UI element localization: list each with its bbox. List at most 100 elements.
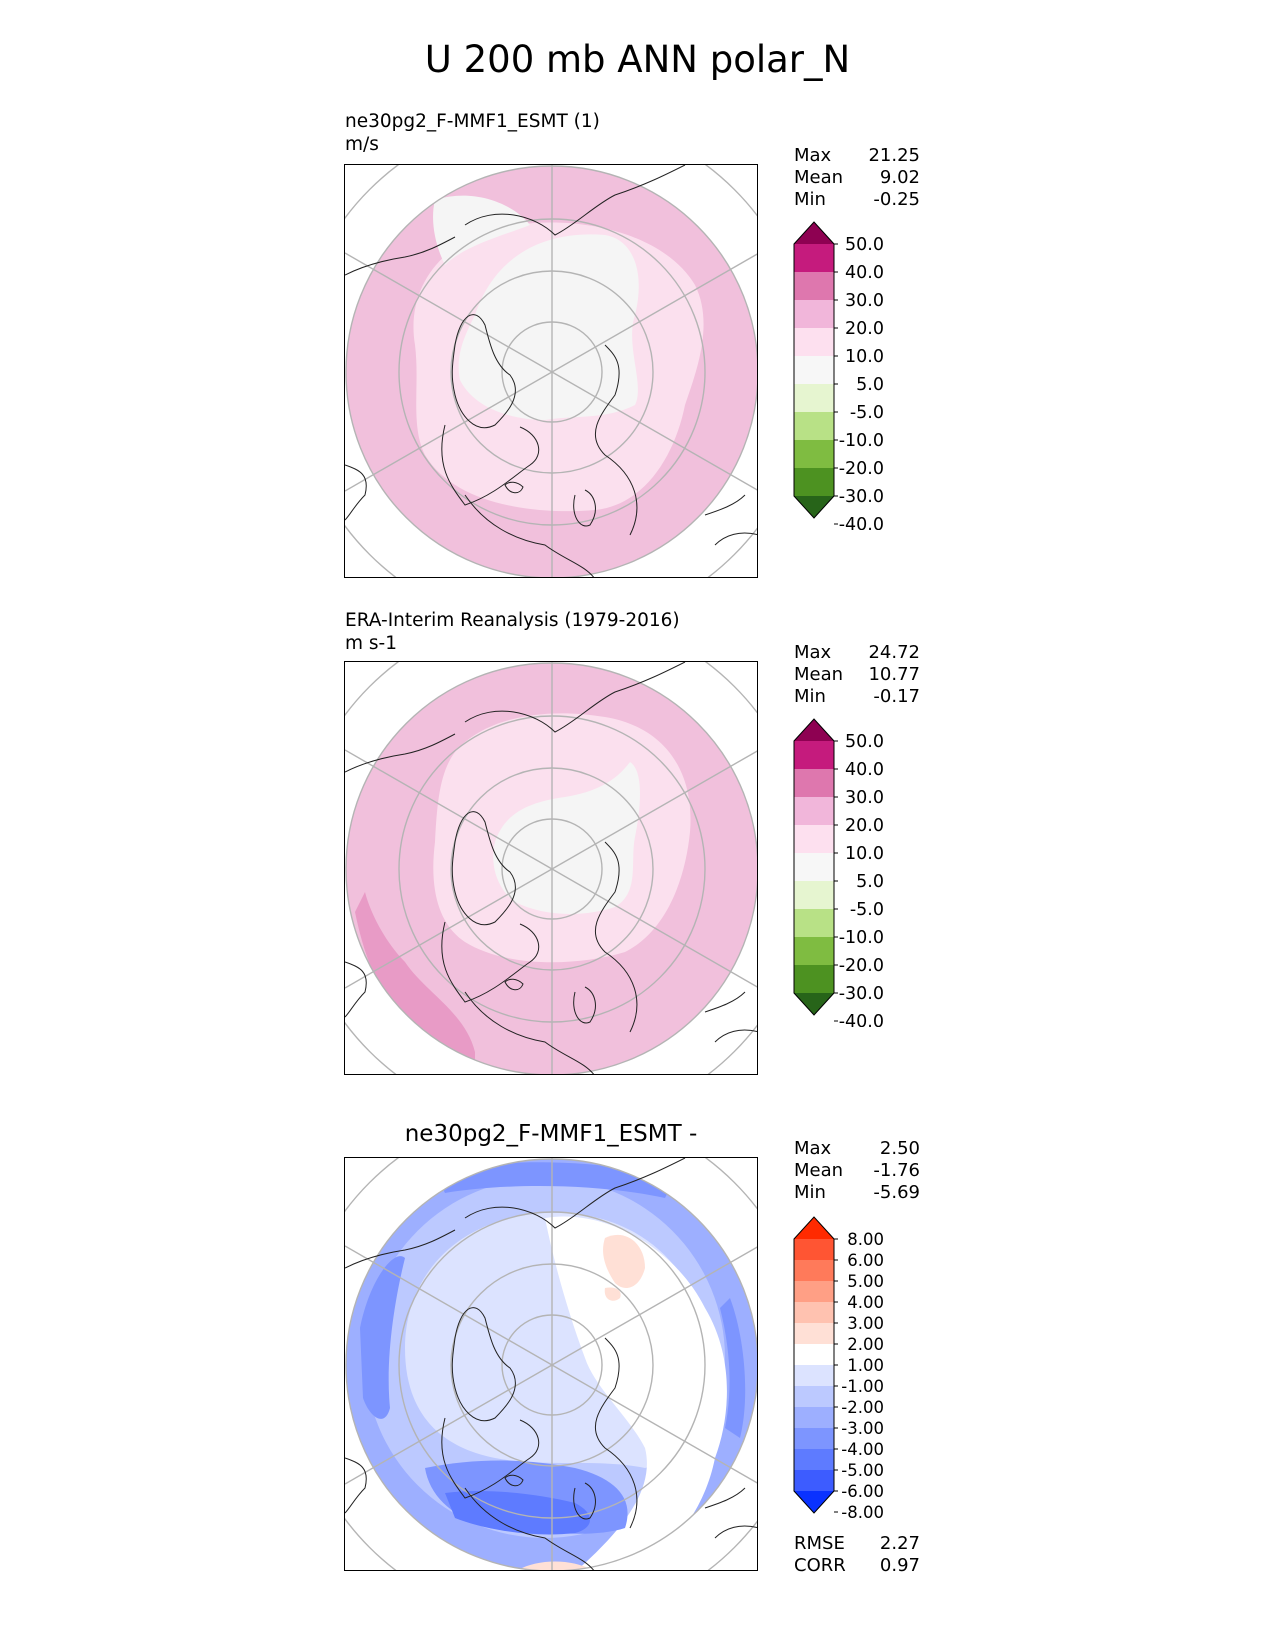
- colorbar-tick-label: -6.00: [841, 1482, 884, 1501]
- colorbar-cap-top: [794, 719, 834, 741]
- stat-min-label: Min: [794, 1182, 826, 1203]
- panel-3-colorbar: 8.00 6.00 5.00 4.00 3.00 2.00 1.00 -1.00 -2.00 -3…: [793, 1216, 884, 1522]
- colorbar-tick-label: 10.0: [845, 347, 884, 367]
- colorbar-tick-label: -10.0: [839, 431, 884, 451]
- panel-1-graticule: [345, 165, 757, 577]
- panel-3-map: [344, 1157, 758, 1571]
- colorbar-bin: [794, 1386, 834, 1408]
- panel-2-colorbar: 50.0 40.0 30.0 20.0 10.0 5.0 -5.0 -10.0 -20.0 -30…: [793, 718, 884, 1027]
- stat-max-label: Max: [794, 642, 832, 663]
- colorbar-tick-label: 6.00: [847, 1251, 884, 1270]
- panel-1-coastlines: [345, 165, 757, 577]
- colorbar-tick-label: 5.0: [856, 872, 884, 892]
- colorbar-bin: [794, 244, 834, 273]
- colorbar-bin: [794, 853, 834, 882]
- colorbar-bin: [794, 797, 834, 826]
- colorbar-tick-label: -2.00: [841, 1398, 884, 1417]
- stat-mean-label: Mean: [794, 167, 844, 188]
- colorbar-bin: [794, 272, 834, 301]
- colorbar-bin: [794, 300, 834, 329]
- colorbar-tick-label: -30.0: [839, 487, 884, 507]
- corr-label: CORR: [794, 1555, 846, 1576]
- stat-min-label: Min: [794, 189, 826, 210]
- colorbar-bin: [794, 965, 834, 994]
- stat-min-label: Min: [794, 686, 826, 707]
- colorbar-tick-label: 30.0: [845, 291, 884, 311]
- colorbar-cap-bottom: [794, 496, 834, 518]
- colorbar-tick-label: 8.00: [847, 1230, 884, 1249]
- stat-mean-value: 10.77: [868, 664, 920, 685]
- panel-3-metrics: RMSE 2.27 CORR 0.97: [794, 1533, 920, 1577]
- figure-title: U 200 mb ANN polar_N: [424, 38, 851, 81]
- colorbar-tick-label: -5.0: [850, 403, 884, 423]
- colorbar-bin: [794, 440, 834, 469]
- colorbar-tick-label: 50.0: [845, 732, 884, 752]
- panel-3-coastlines: [345, 1158, 757, 1570]
- panel-1-colorbar: 50.0 40.0 30.0 20.0 10.0 5.0 -5.0 -10.0 -20.0 -30…: [793, 221, 884, 530]
- colorbar-tick-label: -8.00: [841, 1503, 884, 1522]
- colorbar-bin: [794, 412, 834, 441]
- panel-3-graticule: [345, 1158, 757, 1570]
- colorbar-cap-top: [794, 222, 834, 244]
- panel-1-stats: Max 21.25 Mean 9.02 Min -0.25: [794, 145, 920, 211]
- colorbar-bin: [794, 1470, 834, 1492]
- colorbar-tick-label: 40.0: [845, 760, 884, 780]
- colorbar-cap-bottom: [794, 993, 834, 1015]
- colorbar-tick-label: 5.00: [847, 1272, 884, 1291]
- colorbar-tick-label: -5.00: [841, 1461, 884, 1480]
- panel-1-title: ne30pg2_F-MMF1_ESMT (1): [345, 111, 600, 132]
- panel-2-stats: Max 24.72 Mean 10.77 Min -0.17: [794, 642, 920, 708]
- rmse-value: 2.27: [879, 1533, 920, 1554]
- colorbar-tick-label: -5.0: [850, 900, 884, 920]
- colorbar-bin: [794, 937, 834, 966]
- colorbar-tick-label: 4.00: [847, 1293, 884, 1312]
- colorbar-tick-label: 40.0: [845, 263, 884, 283]
- panel-3-stats: Max 2.50 Mean -1.76 Min -5.69: [794, 1138, 920, 1204]
- colorbar-tick-label: 2.00: [847, 1335, 884, 1354]
- panel-2-map: [344, 661, 758, 1075]
- stat-min-value: -0.25: [873, 189, 920, 210]
- stat-min-value: -5.69: [873, 1182, 920, 1203]
- colorbar-tick-label: -20.0: [839, 459, 884, 479]
- colorbar-tick-label: -40.0: [839, 1012, 884, 1027]
- stat-max-value: 2.50: [879, 1138, 920, 1159]
- panel-2-units: m s-1: [345, 633, 397, 654]
- stat-mean-value: 9.02: [879, 167, 920, 188]
- colorbar-cap-bottom: [794, 1491, 834, 1513]
- colorbar-tick-label: 20.0: [845, 816, 884, 836]
- colorbar-bin: [794, 881, 834, 910]
- colorbar-bin: [794, 328, 834, 357]
- colorbar-tick-label: 20.0: [845, 319, 884, 339]
- colorbar-bin: [794, 1323, 834, 1345]
- colorbar-bin: [794, 909, 834, 938]
- colorbar-bin: [794, 1302, 834, 1324]
- stat-min-value: -0.17: [873, 686, 920, 707]
- colorbar-bin: [794, 1344, 834, 1366]
- colorbar-bin: [794, 769, 834, 798]
- stat-max-label: Max: [794, 145, 832, 166]
- colorbar-tick-label: 30.0: [845, 788, 884, 808]
- rmse-label: RMSE: [794, 1533, 845, 1554]
- panel-2-graticule: [345, 662, 757, 1074]
- panel-2-coastlines: [345, 662, 757, 1074]
- panel-1-map: [344, 164, 758, 578]
- colorbar-tick-label: 1.00: [847, 1356, 884, 1375]
- colorbar-bin: [794, 384, 834, 413]
- colorbar-bin: [794, 825, 834, 854]
- colorbar-tick-label: 3.00: [847, 1314, 884, 1333]
- colorbar-bin: [794, 1239, 834, 1261]
- corr-value: 0.97: [879, 1555, 920, 1576]
- colorbar-tick-label: -3.00: [841, 1419, 884, 1438]
- colorbar-bin: [794, 1365, 834, 1387]
- colorbar-tick-label: -20.0: [839, 956, 884, 976]
- stat-max-value: 24.72: [868, 642, 920, 663]
- colorbar-tick-label: -1.00: [841, 1377, 884, 1396]
- colorbar-tick-label: 5.0: [856, 375, 884, 395]
- colorbar-tick-label: -10.0: [839, 928, 884, 948]
- colorbar-bin: [794, 1428, 834, 1450]
- colorbar-bin: [794, 356, 834, 385]
- colorbar-tick-label: -30.0: [839, 984, 884, 1004]
- panel-1-units: m/s: [345, 134, 379, 155]
- panel-3-title: ne30pg2_F-MMF1_ESMT -: [404, 1121, 698, 1147]
- colorbar-bin: [794, 1260, 834, 1282]
